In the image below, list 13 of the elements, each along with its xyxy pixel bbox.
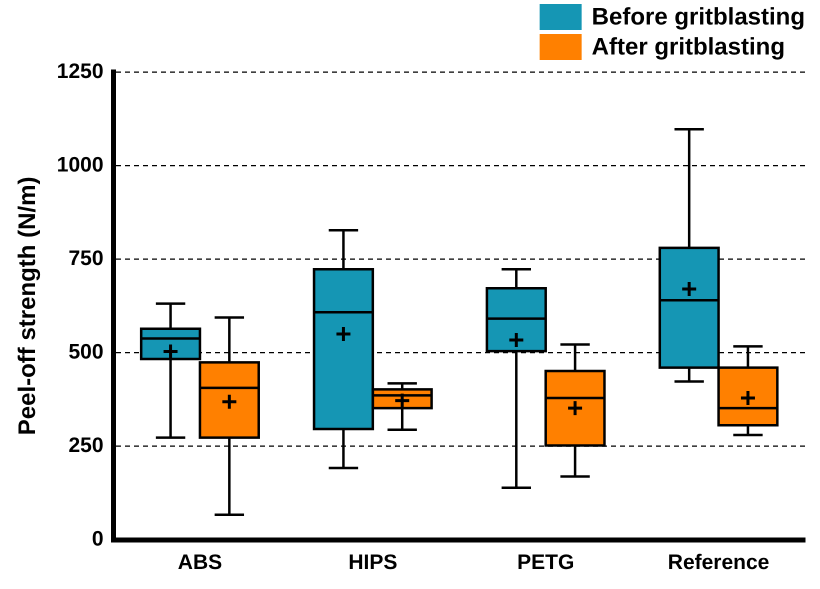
y-tick-label: 750 bbox=[68, 246, 104, 270]
legend-label: After gritblasting bbox=[592, 34, 785, 61]
y-tick-label: 1250 bbox=[56, 60, 104, 83]
x-tick-label: Reference bbox=[668, 551, 770, 574]
y-tick-label: 500 bbox=[68, 340, 104, 364]
y-tick-label: 0 bbox=[92, 528, 104, 551]
x-tick-label: HIPS bbox=[348, 551, 398, 574]
y-tick-label: 250 bbox=[68, 434, 104, 458]
x-tick-label: PETG bbox=[517, 551, 574, 574]
y-tick-label: 1000 bbox=[56, 153, 104, 176]
x-tick-label: ABS bbox=[178, 551, 222, 574]
y-axis-title: Peel-off strength (N/m) bbox=[14, 176, 42, 436]
legend-label: Before gritblasting bbox=[592, 4, 806, 31]
